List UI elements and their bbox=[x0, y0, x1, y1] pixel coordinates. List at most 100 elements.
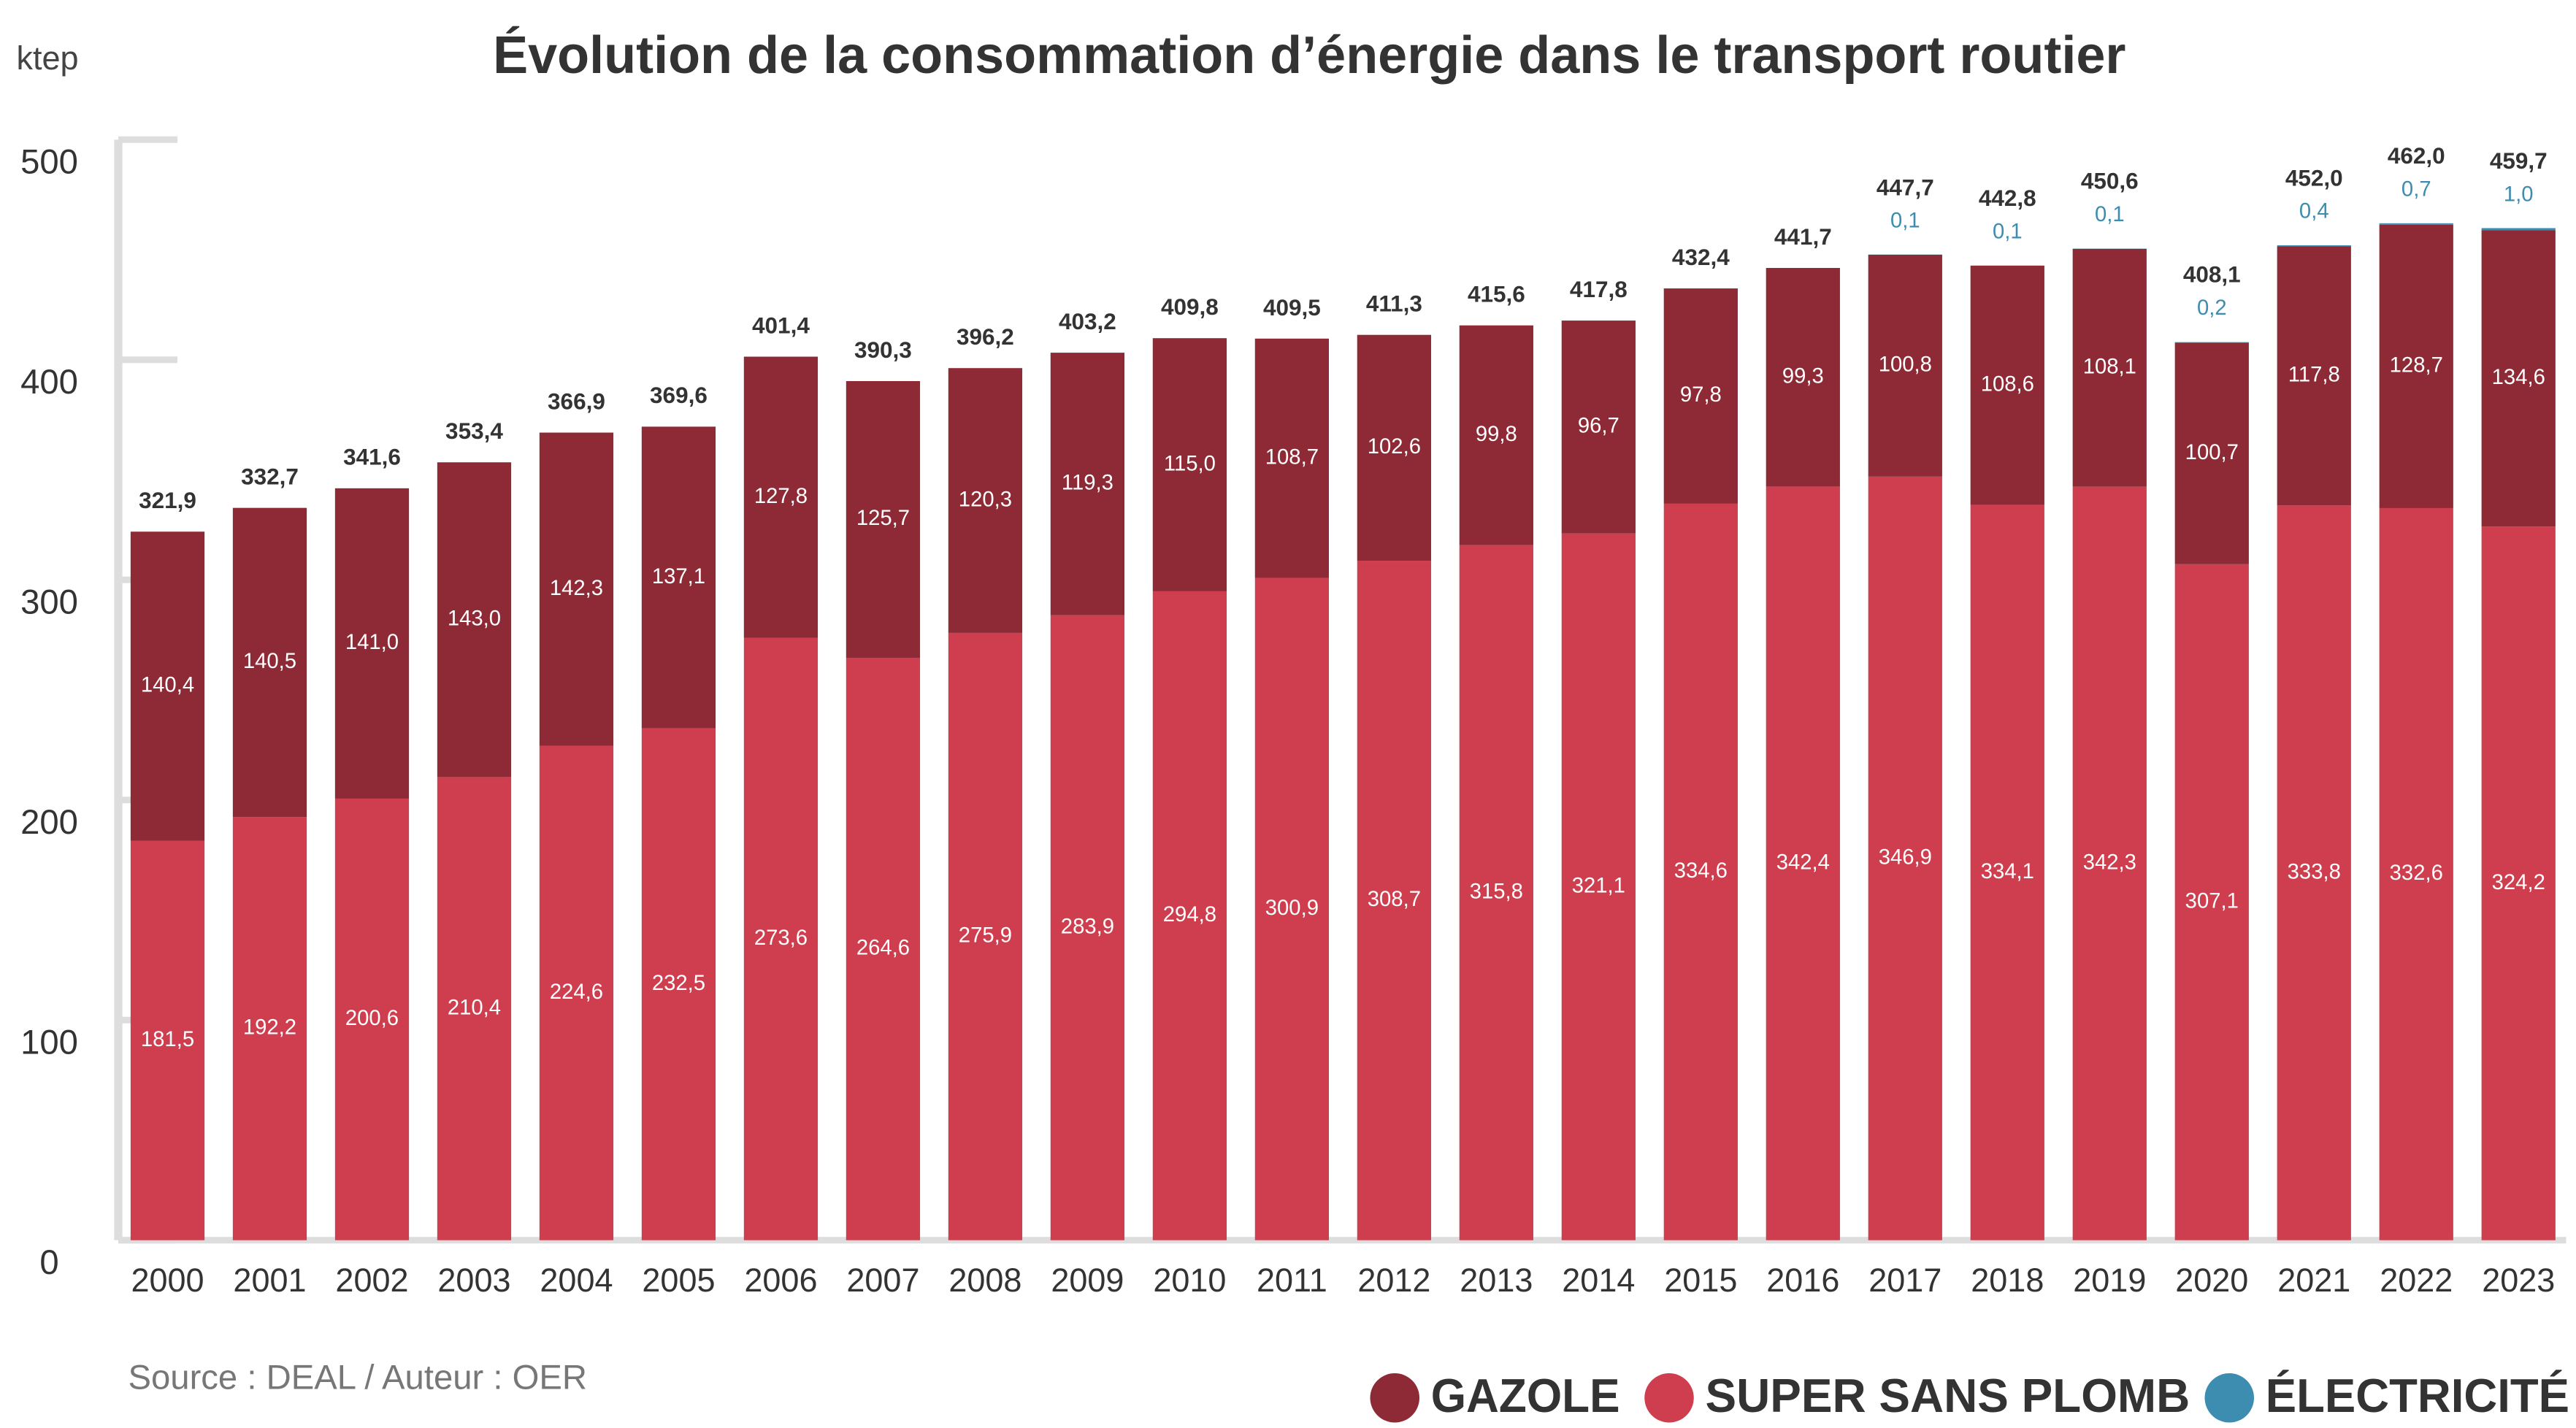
total-label: 441,7 bbox=[1774, 223, 1832, 250]
legend-label: GAZOLE bbox=[1431, 1369, 1620, 1422]
value-label: 315,8 bbox=[1470, 880, 1523, 903]
x-tick-label: 2018 bbox=[1971, 1262, 2044, 1299]
y-tick-label: 300 bbox=[20, 583, 78, 621]
value-label: 232,5 bbox=[652, 972, 705, 995]
total-label: 390,3 bbox=[854, 337, 912, 363]
legend-swatch bbox=[1644, 1373, 1694, 1423]
y-tick-label: 0 bbox=[39, 1243, 58, 1282]
value-label: 127,8 bbox=[754, 485, 808, 508]
value-label: 334,6 bbox=[1674, 859, 1728, 883]
value-label: 143,0 bbox=[448, 607, 501, 631]
total-label: 396,2 bbox=[957, 323, 1014, 350]
bar-segment bbox=[1868, 254, 1942, 477]
value-label: 142,3 bbox=[550, 577, 603, 600]
bar-segment bbox=[1561, 320, 1636, 534]
x-tick-label: 2014 bbox=[1562, 1262, 1635, 1299]
value-label: 108,7 bbox=[1265, 445, 1319, 469]
bar-segment bbox=[1561, 533, 1636, 1240]
total-label: 332,7 bbox=[241, 463, 299, 489]
bar-segment bbox=[1152, 338, 1227, 591]
x-tick-label: 2008 bbox=[948, 1262, 1021, 1299]
value-label: 283,9 bbox=[1061, 915, 1114, 939]
total-label: 415,6 bbox=[1468, 281, 1525, 307]
bar-segment bbox=[539, 432, 614, 746]
total-label: 411,3 bbox=[1366, 291, 1422, 317]
bar-segment bbox=[1868, 476, 1942, 1240]
value-label: 342,4 bbox=[1776, 851, 1830, 874]
bar-segment bbox=[1970, 266, 2044, 505]
value-label: 210,4 bbox=[448, 996, 501, 1019]
value-label: 346,9 bbox=[1879, 846, 1932, 870]
bar-segment bbox=[130, 531, 205, 841]
total-label: 450,6 bbox=[2081, 168, 2139, 194]
bar-segment bbox=[1254, 577, 1330, 1240]
legend-swatch bbox=[1370, 1373, 1419, 1423]
x-tick-label: 2022 bbox=[2380, 1262, 2453, 1299]
bar-segment bbox=[846, 657, 921, 1240]
y-tick-label: 100 bbox=[20, 1023, 78, 1062]
total-label: 369,6 bbox=[650, 382, 708, 408]
value-label: 140,4 bbox=[141, 674, 194, 697]
value-label: 307,1 bbox=[2185, 890, 2239, 913]
value-label: 0,1 bbox=[1993, 220, 2023, 243]
bar-segment bbox=[1459, 325, 1533, 545]
bar-segment bbox=[641, 728, 716, 1240]
bar-segment bbox=[1254, 338, 1330, 578]
total-label: 452,0 bbox=[2285, 164, 2343, 191]
legend-swatch bbox=[2204, 1373, 2254, 1423]
value-label: 102,6 bbox=[1368, 435, 1421, 458]
value-label: 100,7 bbox=[2185, 441, 2239, 464]
bar-segment bbox=[2379, 223, 2453, 225]
value-label: 125,7 bbox=[856, 507, 910, 530]
bar-segment bbox=[2174, 342, 2249, 343]
value-label: 117,8 bbox=[2288, 363, 2340, 386]
total-label: 321,9 bbox=[139, 487, 196, 513]
x-tick-label: 2020 bbox=[2175, 1262, 2248, 1299]
x-tick-label: 2010 bbox=[1153, 1262, 1226, 1299]
value-label: 96,7 bbox=[1578, 415, 1619, 438]
bar-segment bbox=[2277, 245, 2351, 247]
total-label: 432,4 bbox=[1672, 244, 1730, 270]
chart-title: Évolution de la consommation d’énergie d… bbox=[493, 26, 2125, 85]
total-label: 409,8 bbox=[1161, 293, 1219, 320]
bar-segment bbox=[2174, 342, 2249, 564]
x-tick-label: 2015 bbox=[1664, 1262, 1737, 1299]
bar-segment bbox=[1050, 615, 1125, 1240]
x-tick-label: 2003 bbox=[437, 1262, 510, 1299]
bar-segment bbox=[743, 637, 819, 1240]
total-label: 462,0 bbox=[2388, 142, 2445, 169]
bar-segment bbox=[1357, 561, 1431, 1240]
bar-segment bbox=[1970, 504, 2044, 1240]
bar-segment bbox=[948, 632, 1023, 1240]
value-label: 0,4 bbox=[2299, 200, 2329, 223]
x-tick-label: 2019 bbox=[2073, 1262, 2146, 1299]
x-tick-label: 2005 bbox=[642, 1262, 715, 1299]
bar-segment bbox=[1766, 486, 1840, 1240]
value-label: 120,3 bbox=[959, 488, 1012, 511]
value-label: 1,0 bbox=[2504, 183, 2534, 206]
y-unit: ktep bbox=[17, 39, 79, 77]
value-label: 134,6 bbox=[2492, 366, 2545, 389]
total-label: 353,4 bbox=[445, 418, 503, 444]
x-tick-label: 2002 bbox=[335, 1262, 408, 1299]
value-label: 275,9 bbox=[959, 924, 1012, 948]
total-label: 401,4 bbox=[752, 312, 810, 338]
value-label: 119,3 bbox=[1062, 472, 1113, 495]
value-label: 321,1 bbox=[1572, 874, 1625, 897]
value-label: 334,1 bbox=[1981, 860, 2034, 883]
value-label: 200,6 bbox=[345, 1007, 399, 1030]
total-label: 409,5 bbox=[1263, 294, 1321, 320]
value-label: 300,9 bbox=[1265, 897, 1319, 920]
y-tick-label: 200 bbox=[20, 803, 78, 842]
x-tick-label: 2011 bbox=[1257, 1262, 1327, 1299]
value-label: 137,1 bbox=[652, 565, 705, 588]
y-tick-label: 500 bbox=[20, 142, 78, 181]
value-label: 0,7 bbox=[2401, 178, 2431, 201]
bar-segment bbox=[641, 426, 716, 729]
bar-segment bbox=[334, 488, 410, 799]
total-label: 459,7 bbox=[2490, 147, 2548, 174]
value-label: 332,6 bbox=[2390, 861, 2443, 885]
x-tick-label: 2016 bbox=[1766, 1262, 1839, 1299]
